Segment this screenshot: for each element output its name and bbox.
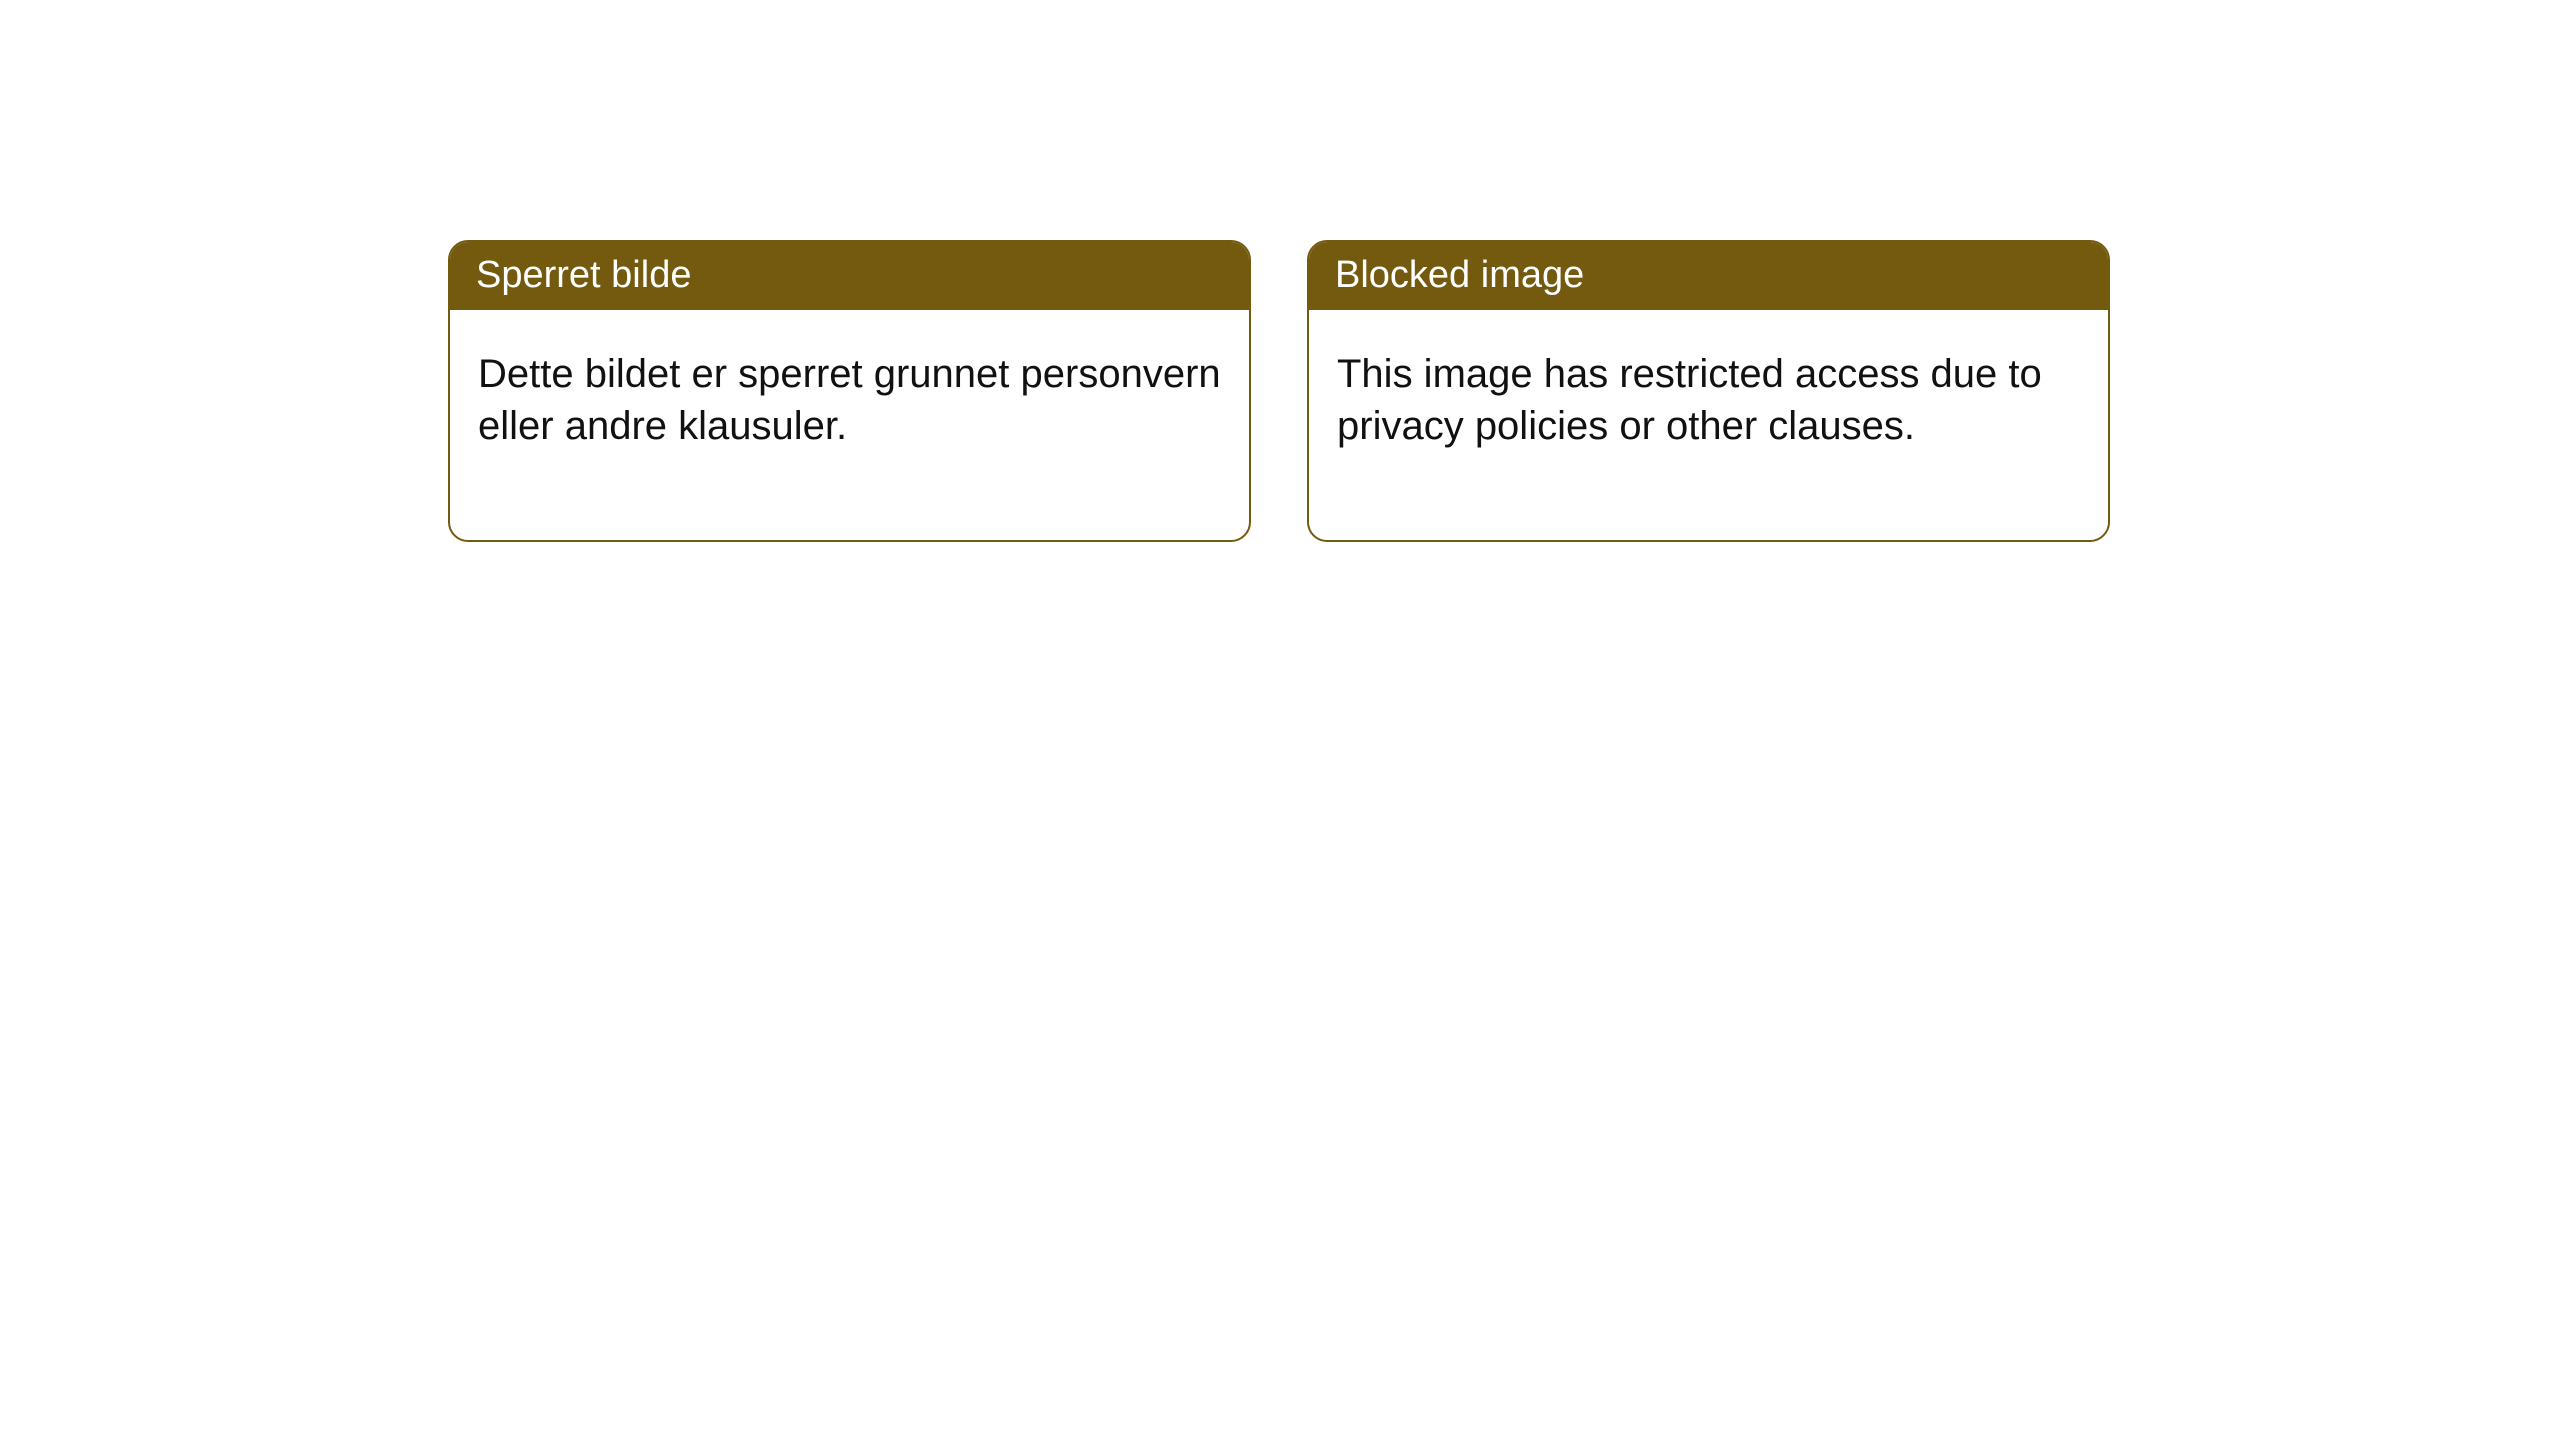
notice-header: Blocked image [1309,242,2108,310]
notice-body: Dette bildet er sperret grunnet personve… [450,310,1249,540]
notice-header: Sperret bilde [450,242,1249,310]
notice-container: Sperret bilde Dette bildet er sperret gr… [448,240,2110,542]
notice-card-english: Blocked image This image has restricted … [1307,240,2110,542]
notice-card-norwegian: Sperret bilde Dette bildet er sperret gr… [448,240,1251,542]
notice-body: This image has restricted access due to … [1309,310,2108,540]
